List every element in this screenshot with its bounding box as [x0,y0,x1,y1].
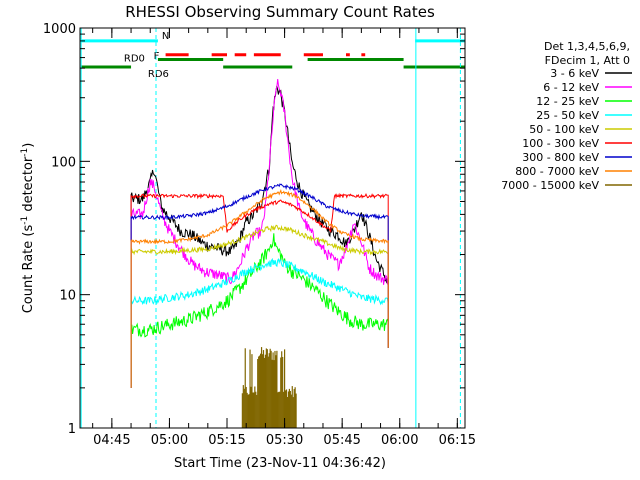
y-tick-label: 1 [68,422,76,437]
chart-title: RHESSI Observing Summary Count Rates [125,3,435,21]
series-line [130,233,389,388]
series-line [130,192,389,388]
flag-label: N [162,31,169,42]
x-tick-label: 05:30 [266,433,303,448]
bar-series-7000-15000-kev [241,347,297,428]
legend-header: FDecim 1, Att 0 [545,54,630,67]
y-tick-label: 1000 [43,22,76,37]
legend: Det 1,3,4,5,6,9,FDecim 1, Att 03 - 6 keV… [501,40,632,192]
flag-label: RD6 [148,69,169,80]
y-tick-label: 100 [51,155,76,170]
y-tick-label: 10 [59,289,76,304]
x-tick-label: 05:00 [151,433,188,448]
attenuator-markers [80,28,461,428]
series-line [130,85,389,388]
y-axis: 1 10 100 1000 [43,22,465,437]
legend-label: 800 - 7000 keV [515,165,599,178]
legend-label: 100 - 300 keV [522,137,599,150]
x-tick-label: 06:00 [381,433,418,448]
series-line [130,188,389,388]
x-tick-label: 05:45 [323,433,360,448]
x-axis: 04:45 05:00 05:15 05:30 05:45 06:00 06:15 [92,28,476,448]
legend-label: 7000 - 15000 keV [501,179,599,192]
x-tick-label: 05:15 [208,433,245,448]
flag-label: RD0 [124,54,145,65]
series-line [130,257,389,388]
y-axis-label: Count Rate (s-1 detector-1) [20,143,36,314]
legend-label: 12 - 25 keV [536,95,599,108]
x-tick-label: 04:45 [93,433,130,448]
legend-label: 3 - 6 keV [550,67,599,80]
legend-label: 50 - 100 keV [529,123,599,136]
legend-label: 25 - 50 keV [536,109,599,122]
series-line [130,183,389,388]
x-tick-label: 06:15 [439,433,476,448]
series-line [130,79,389,388]
legend-label: 6 - 12 keV [543,81,599,94]
series-lines [130,79,389,388]
plot-frame [79,27,466,429]
x-axis-label: Start Time (23-Nov-11 04:36:42) [174,456,386,471]
legend-header: Det 1,3,4,5,6,9, [544,40,630,53]
flag-label: F [154,51,160,62]
series-line [130,224,389,388]
legend-label: 300 - 800 keV [522,151,599,164]
